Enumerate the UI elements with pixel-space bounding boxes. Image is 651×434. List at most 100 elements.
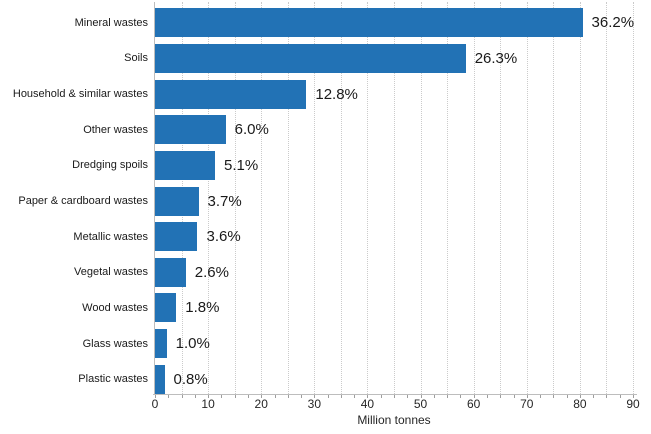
x-axis-tick	[553, 395, 555, 398]
x-axis-tick	[394, 395, 395, 398]
category-label: Household & similar wastes	[12, 88, 148, 101]
bar	[155, 329, 167, 359]
x-tick-label: 20	[254, 397, 268, 411]
x-axis-tick	[447, 395, 449, 398]
gridline	[208, 2, 210, 394]
x-axis-tick	[420, 395, 422, 398]
value-label: 1.0%	[175, 335, 210, 353]
gridline	[606, 2, 608, 394]
gridline	[314, 2, 316, 394]
x-axis-tick	[380, 395, 382, 398]
value-label: 5.1%	[224, 156, 259, 174]
value-label: 3.7%	[207, 192, 242, 210]
x-axis-tick	[340, 395, 342, 398]
x-axis-tick	[261, 395, 263, 398]
x-axis-tick	[633, 395, 634, 398]
x-tick-label: 10	[201, 397, 215, 411]
gridline	[579, 2, 581, 394]
x-axis-title: Million tonnes	[357, 413, 431, 427]
gridline	[234, 2, 236, 394]
bar	[155, 8, 583, 38]
x-tick-label: 50	[413, 397, 428, 411]
value-label: 6.0%	[234, 121, 269, 139]
x-axis-tick	[247, 395, 249, 398]
x-axis-tick	[208, 395, 210, 398]
category-label: Other wastes	[83, 123, 148, 136]
category-label: Soils	[124, 52, 148, 65]
x-axis-tick	[234, 395, 236, 398]
gridline	[394, 2, 395, 394]
x-axis-tick	[593, 395, 595, 398]
x-axis-tick	[407, 395, 409, 398]
category-label: Paper & cardboard wastes	[18, 195, 148, 207]
y-axis-line	[154, 2, 155, 394]
category-label: Glass wastes	[82, 337, 148, 350]
gridline	[340, 2, 342, 394]
bar	[155, 293, 177, 323]
gridline	[553, 2, 555, 394]
x-axis-tick	[606, 395, 608, 398]
category-label: Dredging spoils	[72, 159, 148, 172]
x-tick-label: 40	[360, 397, 375, 411]
bar	[155, 257, 186, 287]
category-label: Mineral wastes	[74, 16, 148, 29]
x-axis-tick	[619, 395, 621, 398]
x-axis-tick	[500, 395, 502, 398]
x-axis-tick	[194, 395, 196, 398]
value-label: 3.6%	[206, 228, 241, 246]
x-tick-label: 70	[520, 397, 534, 411]
x-axis-tick	[155, 395, 156, 398]
bar	[155, 115, 226, 145]
gridline	[633, 2, 634, 394]
category-label: Metallic wastes	[73, 230, 148, 243]
x-axis-tick	[460, 395, 462, 398]
x-axis-tick	[221, 395, 223, 398]
x-tick-label: 60	[466, 397, 481, 411]
x-axis-tick	[579, 395, 581, 398]
x-axis-tick	[486, 395, 488, 398]
x-axis-tick	[301, 395, 303, 398]
gridline	[447, 2, 449, 394]
x-axis-tick	[274, 395, 276, 398]
x-axis-tick	[540, 395, 542, 398]
bar	[155, 364, 165, 394]
gridline	[420, 2, 422, 394]
x-axis-tick	[513, 395, 515, 398]
x-tick-label: 0	[151, 397, 159, 411]
bar	[155, 150, 215, 180]
value-label: 26.3%	[474, 49, 518, 67]
value-label: 0.8%	[173, 370, 208, 388]
x-axis-tick	[287, 395, 289, 398]
x-axis-line	[153, 394, 637, 395]
x-axis-tick	[473, 395, 475, 398]
x-axis-tick	[168, 395, 170, 398]
bar	[155, 186, 199, 216]
gridline	[367, 2, 369, 394]
gridline	[526, 2, 528, 394]
x-axis-tick	[314, 395, 316, 398]
x-axis-tick	[433, 395, 435, 398]
value-label: 1.8%	[185, 299, 220, 317]
bar	[155, 43, 466, 73]
category-label: Plastic wastes	[78, 373, 148, 386]
x-axis-tick	[526, 395, 528, 398]
x-tick-label: 80	[573, 397, 587, 411]
category-label: Wood wastes	[82, 301, 148, 314]
x-tick-label: 90	[626, 397, 640, 411]
x-axis-tick	[181, 395, 183, 398]
gridline	[473, 2, 475, 394]
value-label: 2.6%	[194, 263, 229, 281]
value-label: 36.2%	[591, 14, 635, 32]
x-axis-tick	[367, 395, 369, 398]
category-label: Vegetal wastes	[74, 266, 148, 279]
x-tick-label: 30	[307, 397, 321, 411]
bar	[155, 222, 198, 252]
gridline	[287, 2, 289, 394]
value-label: 12.8%	[315, 85, 358, 103]
gridline	[261, 2, 263, 394]
x-axis-tick	[354, 395, 356, 398]
bar	[155, 79, 307, 109]
gridline	[500, 2, 502, 394]
